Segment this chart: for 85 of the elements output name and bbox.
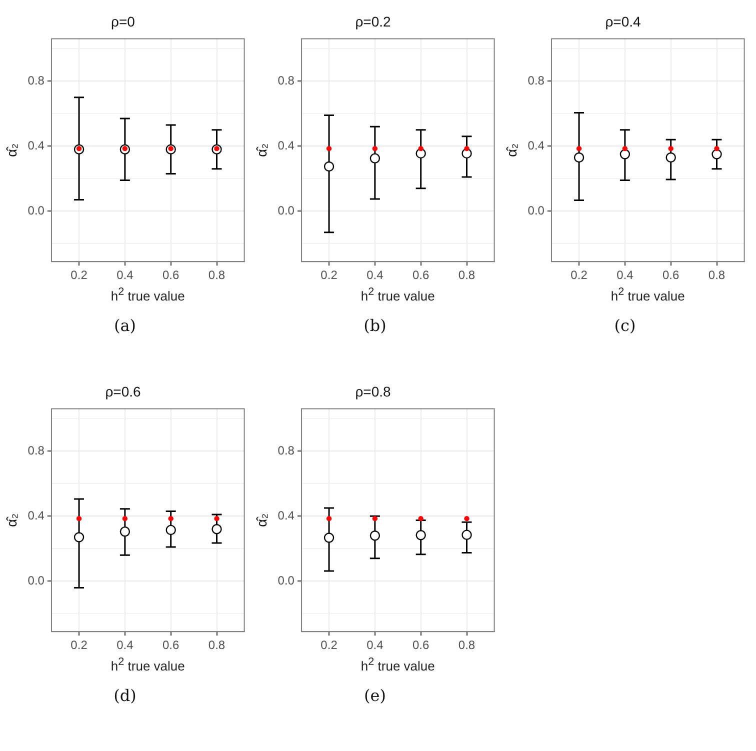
point [212, 524, 222, 534]
point [622, 146, 628, 152]
chart-title: ρ=0.6 [105, 383, 142, 400]
y-tick-label: 0.4 [528, 138, 545, 152]
x-tick-label: 0.8 [708, 268, 726, 282]
x-tick-label: 0.8 [458, 638, 476, 652]
x-axis-title: h$^{2}$ true value [110, 286, 186, 304]
point [324, 161, 334, 172]
point [74, 532, 84, 542]
text: (a) [112, 316, 138, 335]
text: (d) [112, 686, 138, 705]
y-tick-label: 0.0 [278, 204, 295, 218]
point [120, 526, 130, 537]
x-tick-label: 0.8 [208, 638, 226, 652]
x-tick-label: 0.6 [162, 268, 180, 282]
point [324, 532, 334, 543]
y-tick-label: 0.8 [28, 443, 45, 458]
y-tick-label: 0.4 [28, 508, 45, 522]
point [370, 530, 380, 541]
x-tick-label: 0.8 [458, 268, 476, 282]
point [372, 146, 378, 152]
x-tick-label: 0.2 [320, 268, 338, 282]
point [122, 516, 128, 522]
point [464, 146, 470, 152]
text: (c) [613, 316, 637, 335]
text: (b) [362, 316, 388, 335]
point [370, 153, 380, 164]
point [326, 146, 332, 152]
point [462, 530, 472, 540]
x-tick-label: 0.8 [208, 268, 226, 282]
point [620, 149, 630, 160]
point [418, 146, 424, 152]
y-tick-label: 0.0 [278, 574, 295, 588]
y-tick-label: 0.4 [278, 508, 295, 522]
x-tick-label: 0.6 [412, 268, 430, 282]
x-axis-title: h$^{2}$ true value [110, 656, 186, 674]
y-tick-label: 0.4 [278, 138, 295, 152]
chart-title: ρ=0.2 [355, 13, 392, 30]
y-axis-title: α̂₂ [3, 513, 20, 527]
x-axis-title: h$^{2}$ true value [360, 286, 436, 304]
x-tick-label: 0.4 [116, 268, 134, 282]
y-tick-label: 0.0 [28, 204, 45, 218]
point [668, 146, 674, 152]
y-tick-label: 0.0 [528, 204, 545, 218]
y-tick-label: 0.8 [528, 73, 545, 88]
y-tick-label: 0.4 [28, 138, 45, 152]
chart-title: ρ=0.8 [355, 383, 392, 400]
point [464, 516, 470, 522]
point [712, 149, 722, 160]
x-tick-label: 0.6 [662, 268, 680, 282]
point [326, 516, 332, 522]
x-axis-title: h$^{2}$ true value [360, 656, 436, 674]
chart-title: ρ=0 [111, 13, 136, 30]
point [574, 152, 584, 163]
x-tick-label: 0.2 [320, 638, 338, 652]
point [714, 146, 720, 152]
y-tick-label: 0.8 [278, 443, 295, 458]
point [418, 516, 424, 522]
point [416, 530, 426, 540]
x-tick-label: 0.6 [162, 638, 180, 652]
y-axis-title: α̂₂ [3, 143, 20, 157]
x-axis-title: h$^{2}$ true value [610, 286, 686, 304]
y-axis-title: α̂₂ [253, 143, 270, 157]
y-tick-label: 0.0 [28, 574, 45, 588]
point [166, 524, 176, 536]
x-tick-label: 0.4 [616, 268, 634, 282]
y-axis-title: α̂₂ [253, 513, 270, 527]
y-axis-title: α̂₂ [503, 143, 520, 157]
point [76, 516, 82, 522]
point [168, 516, 174, 522]
x-tick-label: 0.6 [412, 638, 430, 652]
y-tick-label: 0.8 [28, 73, 45, 88]
y-tick-label: 0.8 [278, 73, 295, 88]
point [214, 516, 220, 522]
point [372, 516, 378, 522]
x-tick-label: 0.2 [570, 268, 588, 282]
point [576, 146, 582, 152]
x-tick-label: 0.2 [70, 638, 88, 652]
x-tick-label: 0.4 [366, 268, 384, 282]
x-tick-label: 0.2 [70, 268, 88, 282]
chart-title: ρ=0.4 [605, 13, 642, 30]
x-tick-label: 0.4 [366, 638, 384, 652]
x-tick-label: 0.4 [116, 638, 134, 652]
text: (e) [363, 686, 387, 705]
point [666, 152, 676, 163]
